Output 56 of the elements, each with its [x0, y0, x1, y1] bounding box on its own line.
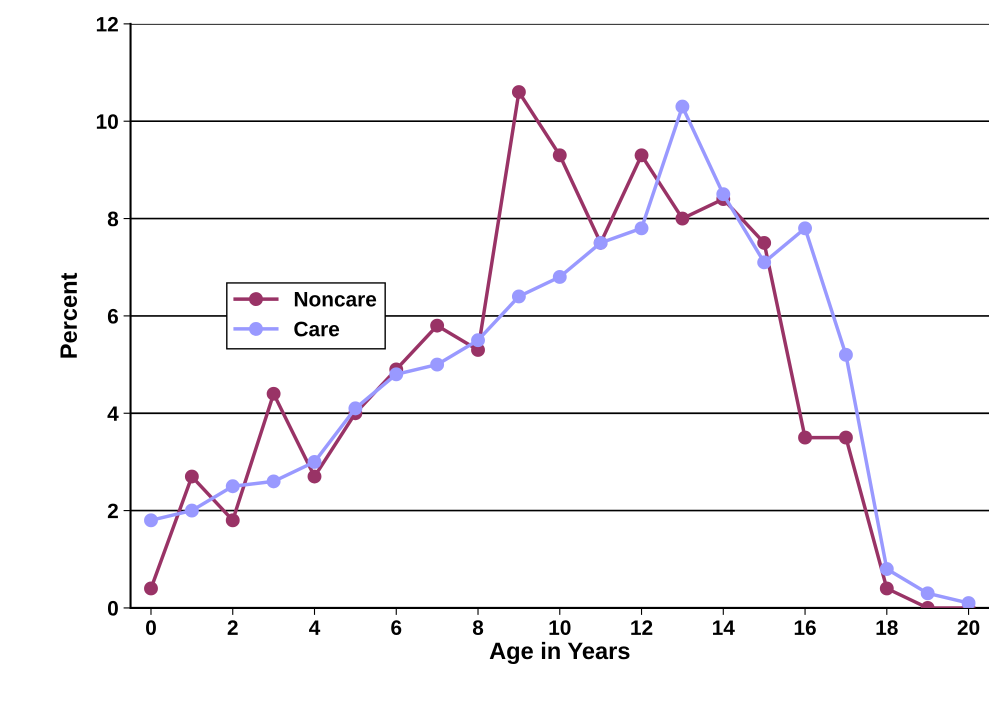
y-tick-label: 2 [108, 504, 118, 518]
point [838, 430, 853, 445]
point [552, 270, 567, 284]
y-tick-label: 12 [96, 16, 118, 32]
y-axis-title: Percent [60, 272, 78, 358]
point [798, 221, 812, 236]
x-tick-label: 6 [391, 620, 402, 636]
point [144, 513, 158, 528]
point [266, 474, 281, 488]
point [184, 504, 199, 518]
point [144, 582, 158, 596]
point [962, 596, 976, 608]
point [226, 479, 240, 494]
point [184, 470, 199, 484]
point [634, 148, 648, 162]
point [430, 318, 444, 333]
x-tick-label: 10 [550, 620, 571, 636]
point [880, 562, 894, 576]
point [920, 586, 935, 600]
x-tick-label: 20 [958, 620, 980, 636]
point [266, 386, 281, 401]
y-tick-label: 6 [108, 308, 118, 324]
point [675, 100, 690, 114]
point [308, 454, 322, 469]
x-tick-label: 8 [472, 620, 484, 636]
x-axis-title: Age in Years [490, 642, 630, 664]
x-tick-label: 18 [876, 620, 898, 636]
point [389, 367, 404, 382]
point [880, 582, 894, 596]
point [757, 255, 772, 270]
point [716, 187, 730, 202]
y-tick-label: 10 [96, 114, 118, 129]
x-tick-label: 12 [631, 620, 652, 635]
y-tick-label: 0 [108, 600, 118, 616]
point [552, 148, 567, 162]
point [348, 401, 362, 416]
legend-label: Noncare [294, 292, 376, 307]
x-tick-label: 0 [146, 620, 156, 636]
point [838, 348, 853, 362]
x-tick-label: 2 [228, 620, 238, 635]
x-tick-label: 16 [794, 620, 816, 636]
point [512, 289, 526, 304]
point [675, 212, 690, 226]
point [226, 513, 240, 528]
point [798, 430, 812, 445]
point [471, 333, 485, 348]
legend-label: Care [294, 322, 340, 336]
x-tick-label: 4 [309, 620, 320, 635]
point [430, 358, 444, 372]
x-tick-label: 14 [713, 620, 735, 635]
point [308, 470, 322, 484]
y-tick-label: 4 [107, 406, 119, 421]
point [634, 221, 648, 236]
point [757, 236, 772, 250]
point [512, 85, 526, 99]
y-tick-label: 8 [108, 212, 118, 226]
